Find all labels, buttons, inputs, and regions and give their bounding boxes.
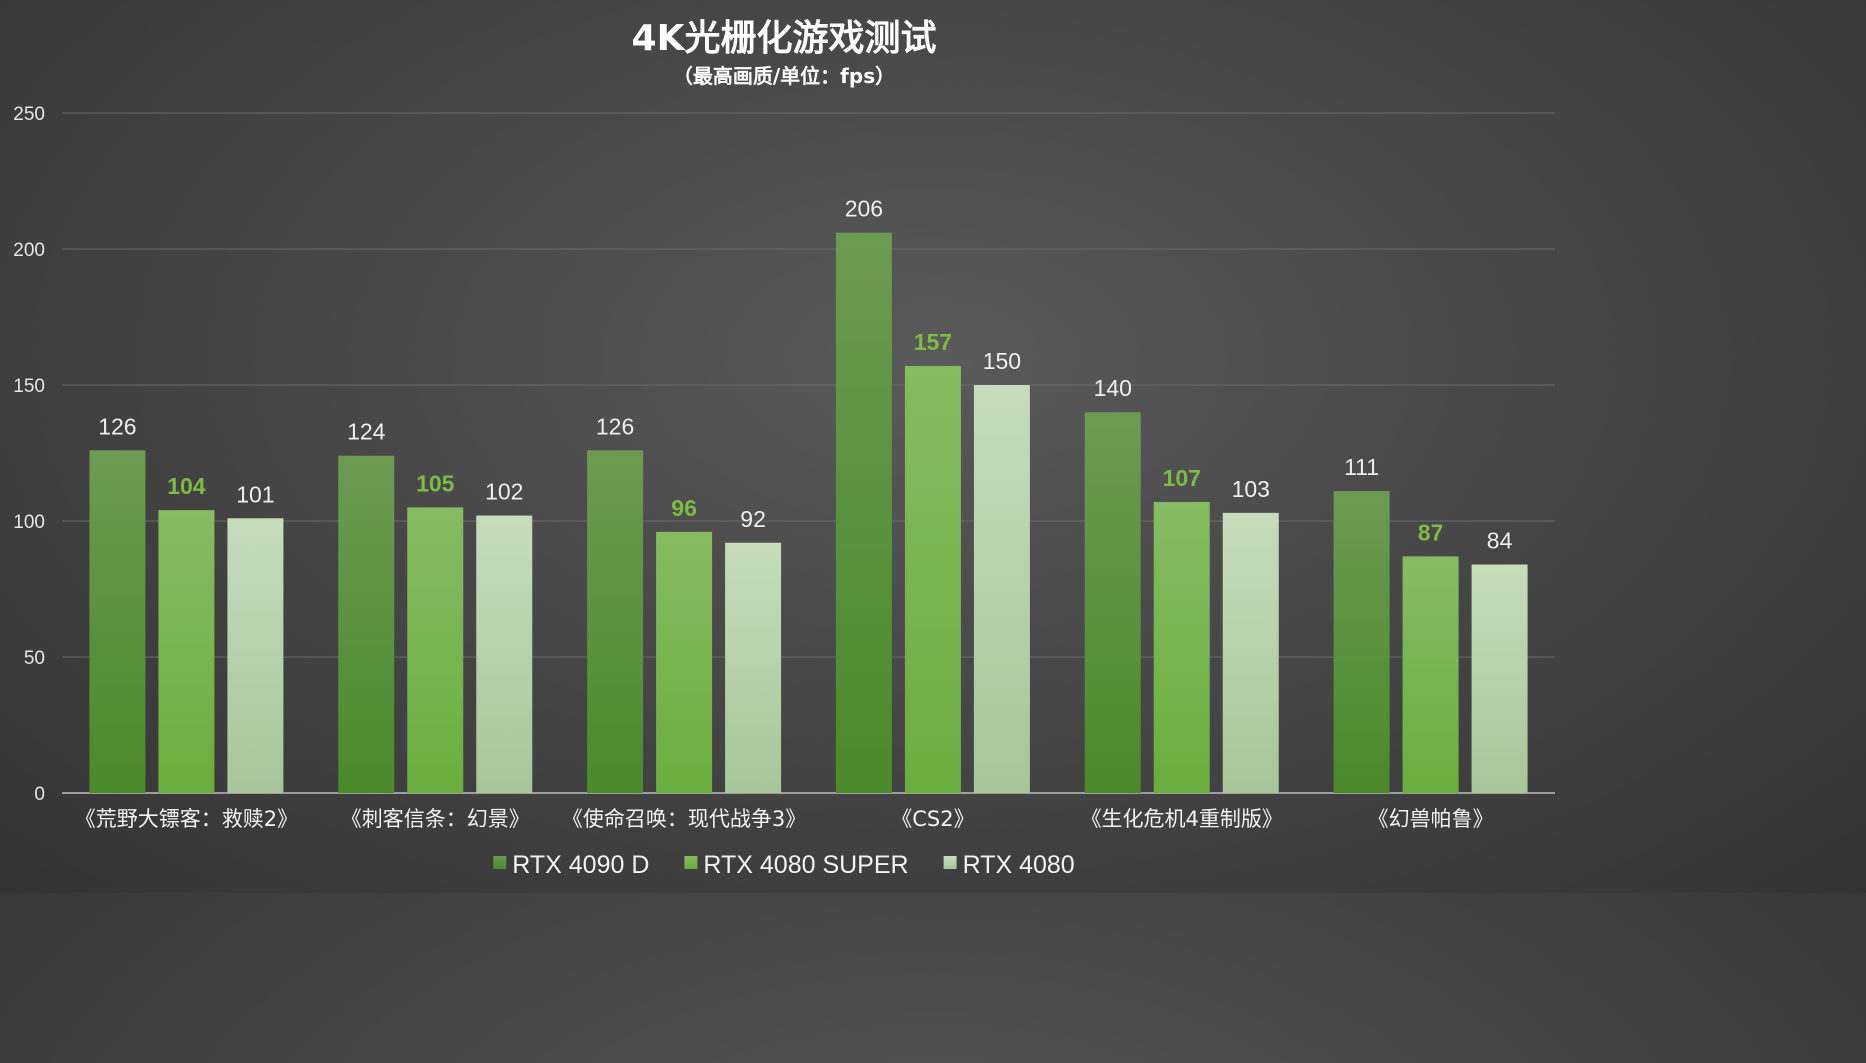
x-tick-label: 《生化危机4重制版》 — [1081, 807, 1283, 831]
legend-swatch — [493, 856, 507, 869]
data-label: 126 — [98, 413, 136, 439]
gridlines — [62, 112, 1555, 794]
bar — [904, 365, 961, 793]
data-label: 96 — [671, 495, 697, 521]
data-label: 102 — [485, 479, 523, 505]
legend-item: RTX 4080 SUPER — [684, 851, 909, 879]
bar — [725, 542, 782, 793]
y-tick-label: 50 — [24, 648, 45, 669]
bar — [1333, 491, 1390, 793]
bar — [476, 515, 533, 793]
bar — [89, 450, 146, 793]
bar — [227, 518, 284, 793]
legend-item: RTX 4090 D — [493, 851, 649, 879]
x-axis: 《荒野大镖客：救赎2》 《刺客信条：幻景》 《使命召唤：现代战争3》 《CS2》 《生化… — [75, 807, 1494, 831]
y-axis: 0 50 100 150 200 250 — [13, 104, 45, 805]
bar — [338, 455, 395, 793]
data-label: 206 — [845, 196, 883, 222]
bar — [1084, 412, 1141, 793]
bar — [1222, 512, 1279, 793]
data-label: 111 — [1344, 454, 1379, 480]
bar — [158, 510, 215, 793]
x-tick-label: 《CS2》 — [891, 807, 974, 831]
data-label: 150 — [983, 348, 1021, 374]
y-tick-label: 150 — [13, 376, 45, 397]
bar — [973, 385, 1030, 793]
y-tick-label: 0 — [34, 784, 45, 805]
chart-subtitle: （最高画质/单位：fps） — [673, 64, 895, 88]
x-tick-label: 《幻兽帕鲁》 — [1368, 807, 1494, 831]
data-label: 126 — [596, 413, 634, 439]
x-tick-label: 《刺客信条：幻景》 — [341, 807, 530, 831]
legend-label: RTX 4080 SUPER — [703, 851, 908, 879]
data-label: 107 — [1163, 465, 1201, 491]
data-label: 140 — [1094, 375, 1132, 401]
legend-label: RTX 4080 — [963, 851, 1075, 879]
data-label: 103 — [1232, 476, 1270, 502]
data-labels: 126 104 101 124 105 102 126 96 92 206 157 150 140 107… — [98, 196, 1512, 554]
chart-title: 4K光栅化游戏测试 — [632, 18, 937, 59]
bar — [1153, 501, 1210, 793]
data-label: 84 — [1487, 528, 1513, 554]
legend: RTX 4090 D RTX 4080 SUPER RTX 4080 — [493, 851, 1075, 879]
legend-swatch — [943, 856, 957, 869]
bar — [587, 450, 644, 793]
x-tick-label: 《使命召唤：现代战争3》 — [562, 807, 806, 831]
legend-label: RTX 4090 D — [512, 851, 649, 879]
bar — [1471, 564, 1528, 793]
bar — [835, 232, 892, 793]
data-label: 157 — [914, 329, 952, 355]
bar — [656, 531, 713, 793]
data-label: 92 — [740, 506, 766, 532]
data-label: 104 — [167, 473, 206, 499]
y-tick-label: 100 — [13, 512, 45, 533]
y-tick-label: 250 — [13, 104, 45, 125]
data-label: 87 — [1418, 519, 1444, 545]
data-label: 124 — [347, 419, 386, 445]
data-label: 101 — [236, 481, 274, 507]
bar — [407, 507, 464, 793]
x-tick-label: 《荒野大镖客：救赎2》 — [75, 807, 298, 831]
bars — [89, 232, 1528, 793]
legend-item: RTX 4080 — [943, 851, 1075, 879]
y-tick-label: 200 — [13, 240, 45, 261]
chart: 4K光栅化游戏测试 （最高画质/单位：fps） 050100150200250 … — [13, 18, 1555, 879]
legend-swatch — [684, 856, 698, 869]
data-label: 105 — [416, 470, 455, 496]
bar — [1402, 556, 1459, 793]
